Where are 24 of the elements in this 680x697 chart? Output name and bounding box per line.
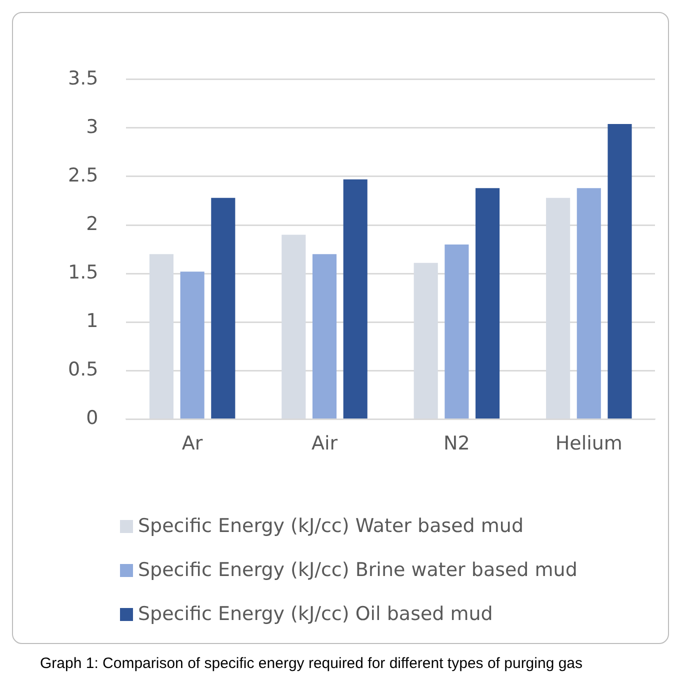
y-tick-label: 0 <box>86 407 98 430</box>
caption: Graph 1: Comparison of specific energy required for different types of purging gas <box>40 655 584 672</box>
bar <box>444 244 469 418</box>
bar <box>608 124 632 418</box>
bar <box>180 272 204 418</box>
y-tick-label: 2.5 <box>68 164 98 186</box>
bar <box>343 179 368 418</box>
bar <box>211 198 236 418</box>
x-tick-label: Ar <box>182 432 203 455</box>
y-tick-label: 0.5 <box>68 358 98 381</box>
y-tick-label: 3.5 <box>68 67 98 90</box>
legend-label: Specific Energy (kJ/cc) Brine water based mud <box>138 559 578 581</box>
legend-label: Specific Energy (kJ/cc) Water based mud <box>138 515 524 537</box>
x-tick-label: Helium <box>555 432 622 455</box>
bar <box>576 188 601 418</box>
bar <box>476 188 500 418</box>
y-tick-label: 1 <box>86 310 98 332</box>
x-tick-label: Air <box>311 432 338 455</box>
bar <box>312 254 337 418</box>
legend-label: Specific Energy (kJ/cc) Oil based mud <box>138 603 493 625</box>
y-tick-label: 3 <box>86 116 98 138</box>
y-tick-label: 1.5 <box>68 262 98 284</box>
x-tick-label: N2 <box>444 432 470 455</box>
y-tick-label: 2 <box>86 212 98 235</box>
